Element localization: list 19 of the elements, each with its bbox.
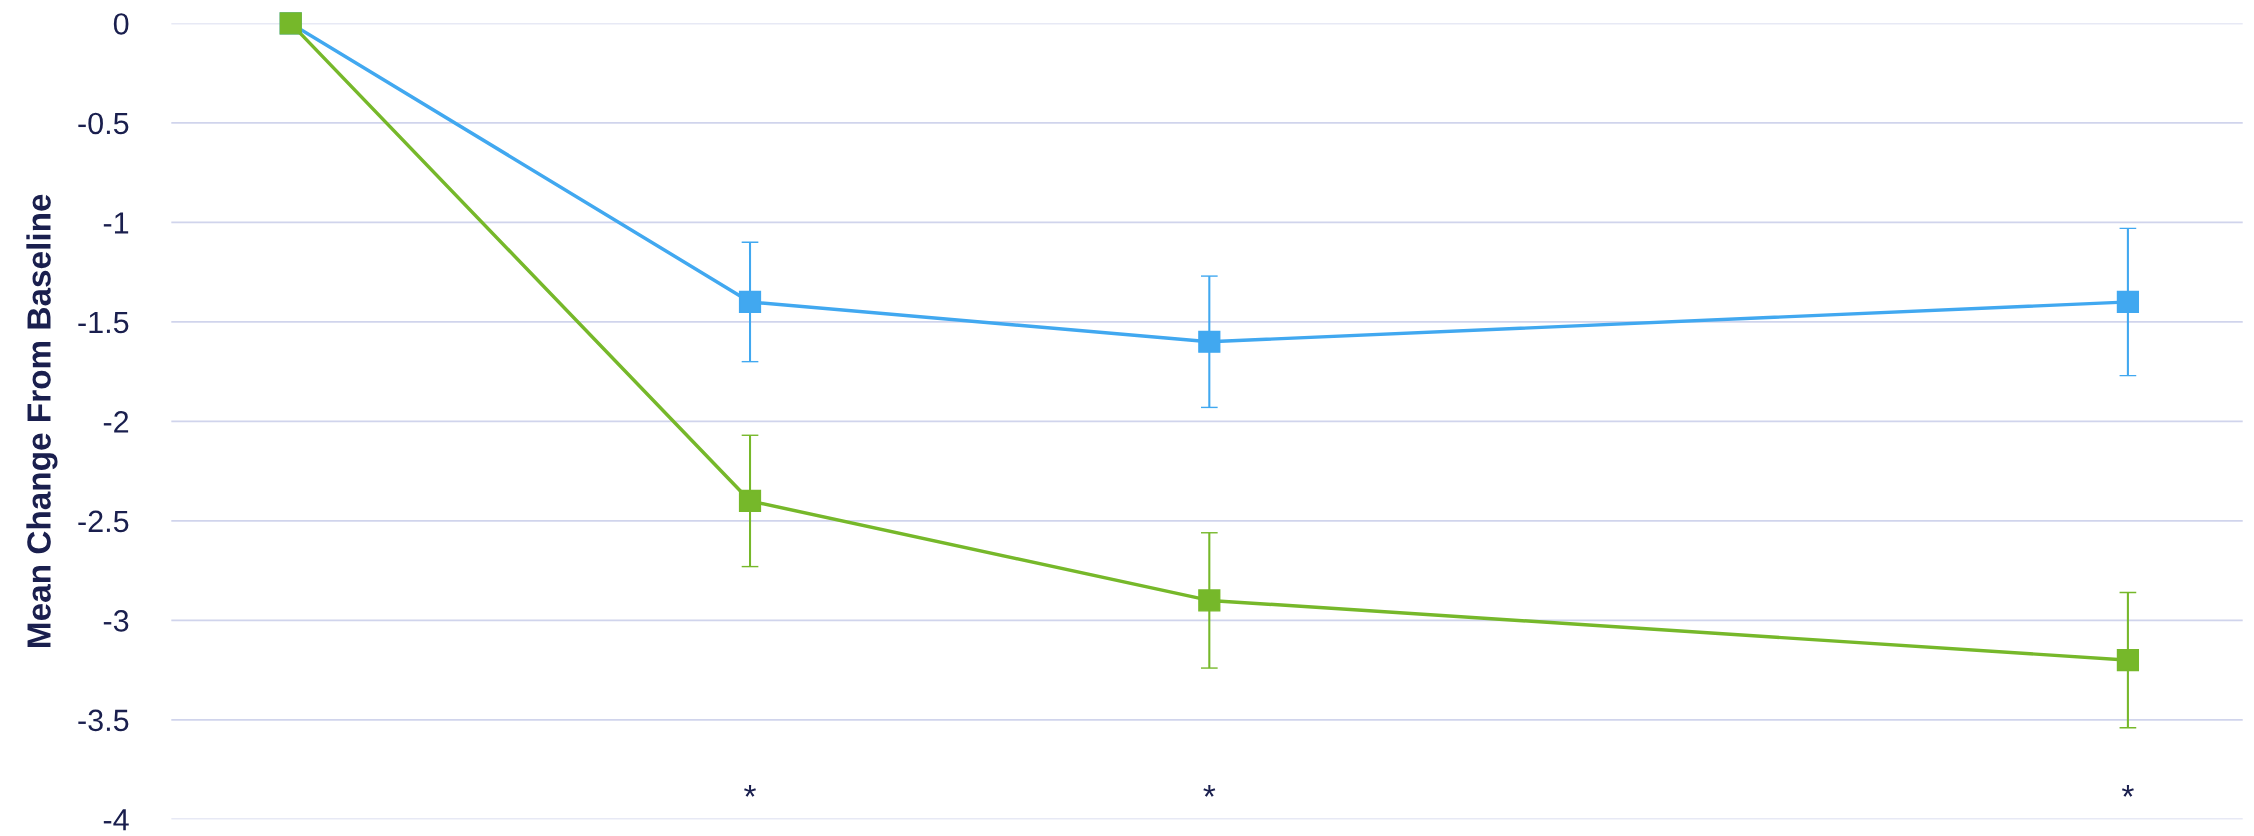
y-tick-label: -4 <box>103 809 129 831</box>
y-tick-label: 0 <box>113 13 129 35</box>
y-axis-title: Mean Change From Baseline <box>26 194 58 647</box>
y-tick-label: -3 <box>103 610 129 632</box>
point <box>1198 330 1221 353</box>
y-tick-label: -2.5 <box>78 510 129 533</box>
y-tick-label: -0.5 <box>78 112 129 135</box>
y-tick-label: -1 <box>103 212 129 234</box>
point <box>738 290 762 314</box>
annotation: * <box>1203 785 1216 797</box>
annotation: * <box>2121 785 2134 797</box>
annotation: * <box>744 785 756 797</box>
point <box>2116 290 2140 314</box>
point <box>1198 589 1221 612</box>
point <box>738 489 762 513</box>
y-tick-label: -1.5 <box>78 311 129 334</box>
point <box>2116 648 2140 672</box>
y-tick-label: -2 <box>103 411 129 433</box>
y-tick-label: -3.5 <box>78 709 129 732</box>
